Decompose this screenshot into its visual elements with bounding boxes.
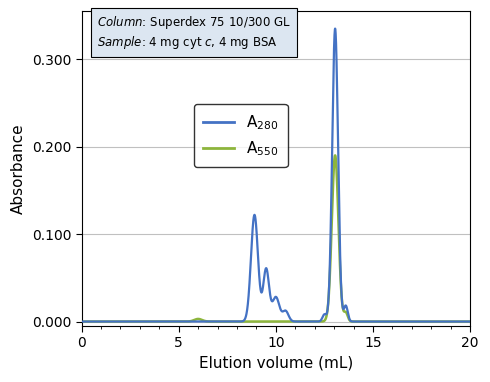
Text: $\it{Column}$: Superdex 75 10/300 GL
$\it{Sample}$: 4 mg cyt $\it{c}$, 4 mg BSA: $\it{Column}$: Superdex 75 10/300 GL $\i…: [97, 14, 291, 51]
Y-axis label: Absorbance: Absorbance: [11, 123, 26, 214]
X-axis label: Elution volume (mL): Elution volume (mL): [199, 356, 353, 371]
Legend: A$_{280}$, A$_{550}$: A$_{280}$, A$_{550}$: [194, 104, 288, 167]
